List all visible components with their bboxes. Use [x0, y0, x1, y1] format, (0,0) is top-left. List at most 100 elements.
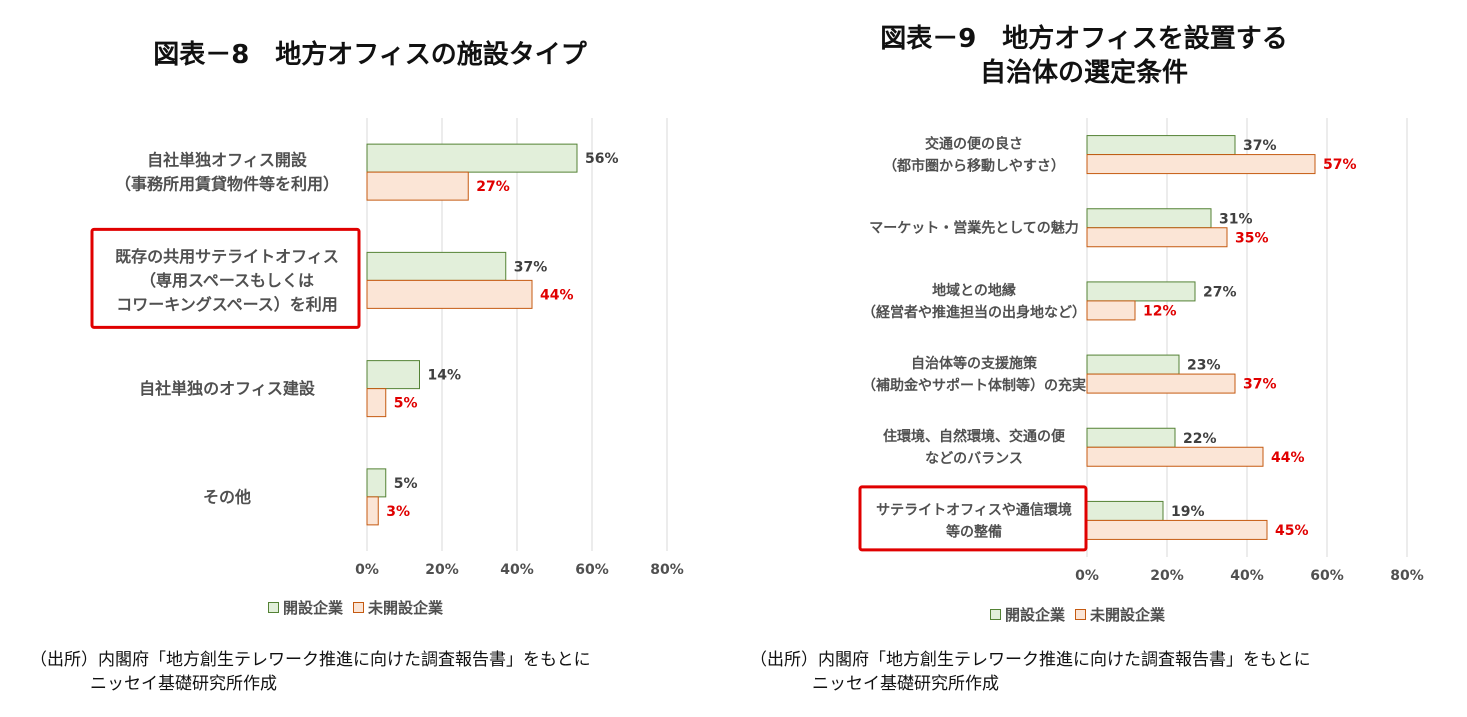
- highlight-box: [858, 485, 1088, 552]
- x-tick-label: 0%: [1075, 568, 1099, 584]
- chart-title: 図表－8 地方オフィスの施設タイプ: [153, 40, 587, 70]
- category-label: 地域との地縁 （経営者や推進担当の出身地など）: [862, 282, 1086, 321]
- bar-open: [366, 143, 578, 173]
- bar-chart-facility-type: 0% 20% 40% 60% 80% 56% 27% 自社単独オフィス開設 （事務所用賃貸物件等…: [90, 118, 684, 578]
- category-label-line: その他: [203, 487, 251, 506]
- bar-unopen: [366, 496, 379, 526]
- category-label-line: 地域との地縁: [932, 282, 1016, 299]
- source-line-1: （出所）内閣府「地方創生テレワーク推進に向けた調査報告書」をもとに: [750, 650, 1311, 670]
- bar-open: [366, 360, 420, 390]
- data-label: 56%: [585, 151, 619, 167]
- category-label-line: （補助金やサポート体制等）の充実: [862, 377, 1086, 394]
- data-label: 19%: [1171, 504, 1205, 520]
- x-tick-label: 80%: [1390, 568, 1424, 584]
- bar-unopen: [1086, 227, 1228, 248]
- category-label: 交通の便の良さ （都市圏から移動しやすさ）: [883, 135, 1065, 174]
- x-tick-label: 40%: [500, 562, 534, 578]
- x-tick-label: 20%: [1150, 568, 1184, 584]
- legend-label-unopen: 未開設企業: [368, 599, 444, 617]
- category-label: サテライトオフィスや通信環境等の整備: [876, 501, 1072, 540]
- data-label: 3%: [386, 504, 410, 520]
- category-label-line: 自治体等の支援施策: [911, 355, 1038, 372]
- category-label: 自社単独のオフィス建設: [139, 379, 316, 398]
- data-label: 27%: [476, 179, 510, 195]
- legend-item-open: 開設企業: [268, 597, 343, 618]
- legend-swatch-open: [990, 609, 1001, 620]
- data-label: 14%: [428, 368, 462, 384]
- legend-item-unopen: 未開設企業: [1075, 604, 1165, 625]
- data-label: 12%: [1143, 303, 1177, 319]
- legend-item-unopen: 未開設企業: [353, 597, 443, 618]
- x-tick-label: 0%: [355, 562, 379, 578]
- data-label: 31%: [1219, 211, 1253, 227]
- category-label-line: コワーキングスペース）を利用: [116, 295, 338, 314]
- category-label-line: サテライトオフィスや通信環境: [876, 501, 1072, 518]
- category-label-line: 自社単独のオフィス建設: [139, 379, 316, 398]
- source-note: （出所）内閣府「地方創生テレワーク推進に向けた調査報告書」をもとに ニッセイ基礎…: [750, 648, 1311, 696]
- data-label: 37%: [1243, 138, 1277, 154]
- legend-label-open: 開設企業: [1005, 606, 1066, 624]
- category-label-line: マーケット・営業先としての魅力: [869, 220, 1079, 237]
- category-label-line: 交通の便の良さ: [925, 135, 1023, 152]
- category-label-line: などのバランス: [925, 451, 1023, 467]
- data-label: 27%: [1203, 284, 1237, 300]
- bar-open: [1086, 500, 1164, 521]
- x-tick-label: 40%: [1230, 568, 1264, 584]
- category-label-line: 既存の共用サテライトオフィス: [115, 247, 339, 266]
- category-label-line: （経営者や推進担当の出身地など）: [862, 304, 1086, 321]
- category-label: 自治体等の支援施策 （補助金やサポート体制等）の充実: [862, 355, 1086, 394]
- legend-swatch-unopen: [1075, 609, 1087, 620]
- bar-unopen: [1086, 154, 1316, 175]
- data-label: 5%: [394, 476, 418, 492]
- legend: 開設企業 未開設企業: [990, 604, 1165, 625]
- bar-open: [366, 251, 507, 281]
- x-tick-label: 20%: [425, 562, 459, 578]
- bar-open: [1086, 208, 1212, 229]
- category-label-line: （専用スペースもしくは: [140, 271, 314, 290]
- category-label-line: （事務所用賃貸物件等を利用）: [115, 175, 339, 194]
- bar-unopen: [366, 388, 387, 418]
- data-label: 45%: [1275, 523, 1309, 539]
- source-note: （出所）内閣府「地方創生テレワーク推進に向けた調査報告書」をもとに ニッセイ基礎…: [30, 648, 591, 696]
- bar-unopen: [1086, 300, 1136, 321]
- bar-unopen: [366, 279, 533, 309]
- category-label-line: （都市圏から移動しやすさ）: [883, 157, 1065, 174]
- highlight-box: [90, 227, 361, 329]
- source-line-2: ニッセイ基礎研究所作成: [812, 674, 999, 694]
- bar-open: [1086, 135, 1236, 156]
- data-label: 37%: [514, 259, 548, 275]
- category-label: その他: [203, 487, 251, 506]
- chart-title: 図表－9 地方オフィスを設置する 自治体の選定条件: [880, 24, 1288, 88]
- source-line-2: ニッセイ基礎研究所作成: [90, 674, 277, 694]
- data-label: 57%: [1323, 157, 1357, 173]
- data-label: 23%: [1187, 358, 1221, 374]
- legend-label-unopen: 未開設企業: [1090, 606, 1166, 624]
- category-label: マーケット・営業先としての魅力: [869, 220, 1079, 237]
- data-label: 5%: [394, 396, 418, 412]
- chart-panel-facility-type: 図表－8 地方オフィスの施設タイプ 0% 20% 40% 60% 80% 56% 27% 自社…: [0, 0, 733, 717]
- category-label-line: 住環境、自然環境、交通の便: [883, 428, 1066, 445]
- legend-label-open: 開設企業: [283, 599, 344, 617]
- bar-open: [366, 468, 387, 498]
- bar-unopen: [366, 171, 469, 201]
- legend: 開設企業 未開設企業: [268, 597, 443, 618]
- legend-item-open: 開設企業: [990, 604, 1065, 625]
- source-line-1: （出所）内閣府「地方創生テレワーク推進に向けた調査報告書」をもとに: [30, 650, 591, 670]
- category-label-line: 等の整備: [946, 523, 1002, 540]
- x-tick-label: 60%: [1310, 568, 1344, 584]
- bar-open: [1086, 354, 1180, 375]
- category-label-line: 自社単独オフィス開設: [147, 151, 308, 170]
- category-label: 既存の共用サテライトオフィス （専用スペースもしくはコワーキングスペース）を利用: [115, 247, 339, 314]
- bar-unopen: [1086, 373, 1236, 394]
- bar-open: [1086, 281, 1196, 302]
- bar-open: [1086, 427, 1176, 448]
- data-label: 44%: [1271, 450, 1305, 466]
- data-label: 35%: [1235, 230, 1269, 246]
- data-label: 37%: [1243, 377, 1277, 393]
- data-label: 44%: [540, 287, 574, 303]
- bar-unopen: [1086, 519, 1268, 540]
- legend-swatch-open: [268, 602, 279, 613]
- x-tick-label: 80%: [650, 562, 684, 578]
- category-label: 自社単独オフィス開設 （事務所用賃貸物件等を利用）: [115, 151, 339, 194]
- category-label: 住環境、自然環境、交通の便などのバランス: [883, 428, 1066, 467]
